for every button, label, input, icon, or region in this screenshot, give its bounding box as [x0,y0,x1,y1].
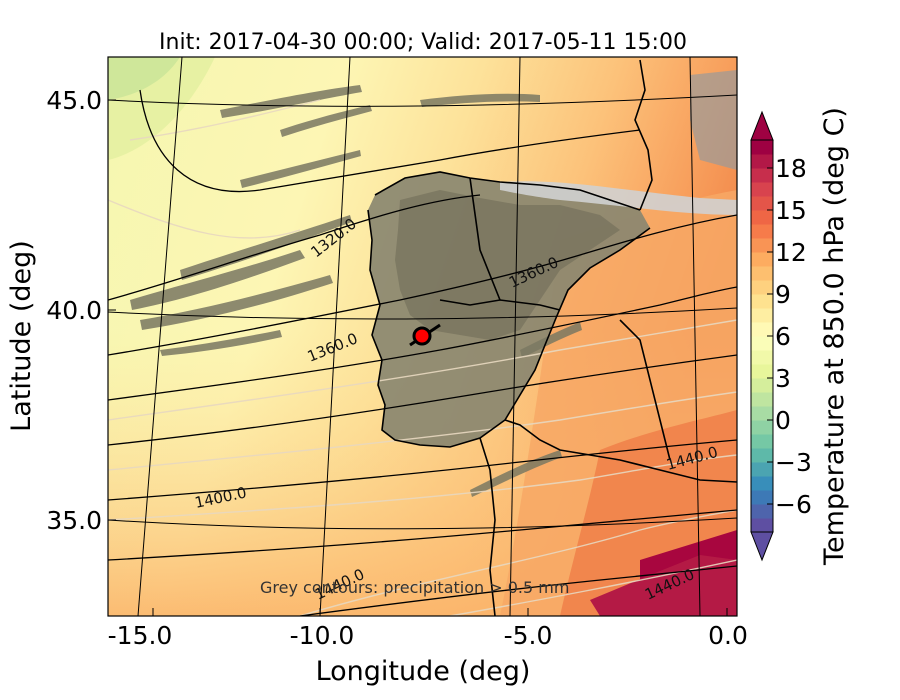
colorbar-tick-label: 9 [775,280,791,309]
colorbar-tick-label: 6 [775,322,791,351]
y-axis: 45.0 40.0 35.0 Latitude (deg) [6,86,116,535]
colorbar-top-arrow [750,110,774,141]
colorbar-tick-label: 12 [775,238,807,267]
pyrenees-band [500,181,737,215]
colorbar-ticks: 18 15 12 9 6 3 0 −3 −6 [767,154,812,519]
colorbar-band [751,364,773,379]
precipitation-note: Grey contours: precipitation > 0.5 mm [260,578,569,597]
precip-streaks [130,85,582,497]
colorbar-band [751,182,773,197]
colorbar-band [751,224,773,239]
colorbar-tick-label: 3 [775,364,791,393]
y-tick-label: 45.0 [46,86,102,115]
location-marker [409,323,441,347]
x-axis-label: Longitude (deg) [316,656,531,687]
chart-title: Init: 2017-04-30 00:00; Valid: 2017-05-1… [159,30,687,55]
colorbar-band [751,392,773,407]
colorbar-band [751,406,773,421]
colorbar-band [751,322,773,337]
colorbar-label: Temperature at 850.0 hPa (deg C) [819,107,850,566]
colorbar-band [751,476,773,491]
colorbar-band [751,266,773,281]
x-axis: -15.0 -10.0 -5.0 0.0 Longitude (deg) [108,608,748,687]
colorbar-band [751,490,773,505]
colorbar-band [751,350,773,365]
colorbar-band [751,518,773,533]
colorbar-band [751,140,773,155]
isotherm-lines [108,99,737,616]
colorbar-band [751,168,773,183]
map-frame [107,56,738,617]
colorbar-tick-label: 0 [775,406,791,435]
colorbar-band [751,504,773,519]
height-contours [108,89,737,616]
y-tick-label: 35.0 [46,506,102,535]
colorbar-band [751,210,773,225]
colorbar-band [751,196,773,211]
colorbar-tick-label: −3 [775,448,812,477]
map-panel: 1320.0 1360.0 1360.0 1400.0 1440.0 1440.… [108,57,737,616]
y-tick-label: 40.0 [46,296,102,325]
colorbar-band [751,238,773,253]
colorbar-band [751,308,773,323]
colorbar-band [751,154,773,169]
x-tick-label: -15.0 [108,621,173,650]
colorbar-tick-label: 18 [775,154,807,183]
colorbar-tick-label: −6 [775,490,812,519]
colorbar-tick-label: 15 [775,196,807,225]
colorbar-band [751,252,773,267]
colorbar-band [751,420,773,435]
colorbar-bottom-arrow [750,531,774,562]
colorbar-band [751,378,773,393]
colorbar-band [751,462,773,477]
colorbar-band [751,434,773,449]
x-tick-label: -10.0 [290,621,355,650]
colorbar-band [751,336,773,351]
y-axis-label: Latitude (deg) [6,240,37,432]
colorbar: 18 15 12 9 6 3 0 −3 −6 Temperature at 850.0 hPa … [750,107,850,566]
x-tick-label: 0.0 [708,621,748,650]
colorbar-band [751,280,773,295]
colorbar-bands [751,140,773,533]
alps-band [690,70,737,170]
x-tick-label: -5.0 [504,621,553,650]
coastlines [367,59,737,616]
graticule [108,57,737,616]
cool-region-nw-inner [108,57,180,100]
colorbar-band [751,294,773,309]
colorbar-band [751,448,773,463]
